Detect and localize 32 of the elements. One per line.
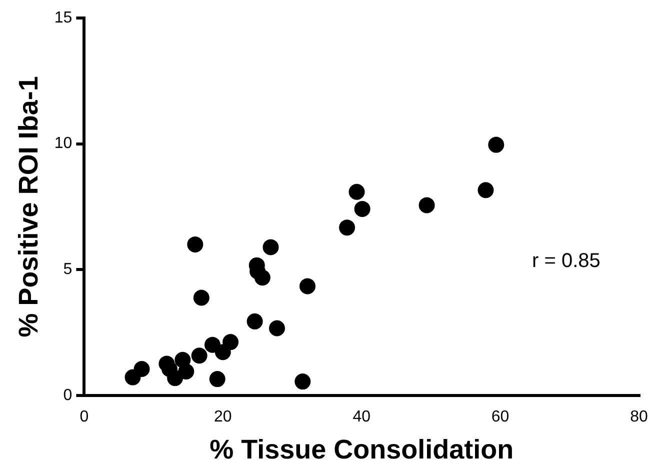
x-tick-label: 40: [352, 408, 371, 426]
x-tick-label: 80: [630, 408, 648, 426]
point: [488, 136, 504, 153]
y-tick-label: 0: [63, 386, 72, 404]
point: [268, 320, 285, 336]
point: [262, 239, 279, 256]
point: [191, 348, 208, 364]
point: [134, 360, 150, 377]
point: [222, 334, 239, 350]
y-axis-title: % Positive ROI Iba-1: [14, 76, 44, 338]
annotation: r = 0.85: [532, 250, 600, 273]
x-axis-title: % Tissue Consolidation: [210, 434, 514, 464]
point: [478, 182, 494, 198]
point: [187, 236, 204, 252]
y-tick-label: 5: [63, 261, 72, 278]
point: [294, 374, 311, 390]
point: [178, 364, 194, 380]
point: [162, 360, 178, 377]
point: [300, 278, 316, 294]
point: [339, 220, 356, 236]
point: [246, 313, 263, 330]
x-tick-label: 60: [491, 408, 510, 426]
y-tick-label: 15: [54, 9, 72, 26]
point: [348, 184, 365, 200]
x-tick-label: 20: [214, 408, 232, 426]
point: [193, 290, 210, 306]
point: [254, 270, 270, 286]
point: [209, 371, 226, 388]
point: [418, 197, 435, 214]
point: [354, 200, 370, 217]
y-tick-label: 10: [54, 135, 72, 152]
x-tick-label: 0: [80, 408, 89, 426]
